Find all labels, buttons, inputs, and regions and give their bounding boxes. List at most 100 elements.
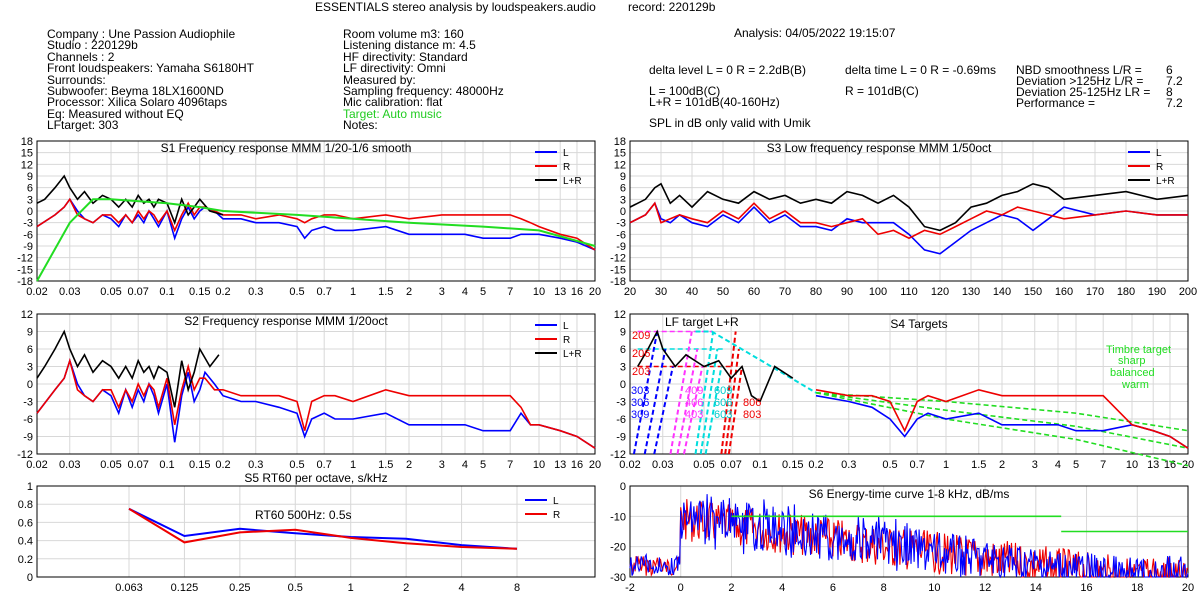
y-tick-label: -12 — [610, 253, 626, 265]
series-line-l — [36, 197, 596, 251]
info-lf-directivity: LF directivity: Omni — [343, 61, 446, 75]
info-surrounds: Surrounds: — [47, 73, 106, 87]
lf-target-label: LF target L+R — [665, 315, 739, 329]
y-tick-label: 3 — [27, 194, 33, 206]
y-tick-label: -6 — [616, 229, 626, 241]
x-tick-label: 0.1 — [752, 459, 767, 471]
lf-target-slope — [694, 331, 715, 455]
x-tick-label: 0.05 — [100, 286, 121, 298]
x-tick-label: 16 — [1080, 582, 1092, 594]
anno-803: 803 — [743, 409, 761, 421]
series-line-l — [128, 507, 518, 550]
info-processor: Processor: Xilica Solaro 4096taps — [47, 95, 228, 109]
x-tick-label: 3 — [439, 459, 445, 471]
y-tick-label: 12 — [614, 159, 626, 171]
y-tick-label: 6 — [620, 344, 626, 356]
y-tick-label: 12 — [21, 309, 33, 321]
legend-entry: R — [563, 162, 570, 173]
x-tick-label: 5 — [480, 459, 486, 471]
x-tick-label: 6 — [830, 582, 836, 594]
lf-target-slope — [632, 331, 659, 455]
x-tick-label: 0.3 — [248, 459, 263, 471]
x-tick-label: 0.3 — [248, 286, 263, 298]
anno-403: 403 — [685, 409, 703, 421]
y-tick-label: 0 — [27, 206, 33, 218]
series-line-lr — [629, 182, 1189, 232]
x-tick-label: 0.02 — [26, 459, 47, 471]
x-tick-label: 20 — [589, 286, 601, 298]
x-tick-label: 0.5 — [882, 459, 897, 471]
info-channels: Channels : 2 — [47, 50, 115, 64]
y-tick-label: -6 — [23, 414, 33, 426]
stat-delta-level: delta level L = 0 R = 2.2dB(B) — [649, 63, 806, 77]
y-tick-label: -9 — [616, 432, 626, 444]
x-tick-label: 3 — [439, 286, 445, 298]
y-tick-label: 0 — [620, 379, 626, 391]
x-tick-label: 2 — [403, 582, 409, 594]
analysis-date: Analysis: 04/05/2022 19:15:07 — [734, 26, 896, 40]
x-tick-label: 8 — [514, 582, 520, 594]
x-tick-label: 0.03 — [652, 459, 673, 471]
x-tick-label: 4 — [462, 286, 468, 298]
x-tick-label: 0.15 — [189, 286, 210, 298]
x-tick-label: 80 — [810, 286, 822, 298]
x-tick-label: 90 — [841, 286, 853, 298]
y-tick-label: -18 — [610, 276, 626, 288]
anno-206: 206 — [632, 348, 650, 360]
y-tick-label: 6 — [27, 183, 33, 195]
rt60-annotation: RT60 500Hz: 0.5s — [255, 508, 352, 522]
y-tick-label: 18 — [21, 136, 33, 148]
plot-frame — [36, 140, 596, 282]
series-line-lr — [36, 329, 220, 408]
lf-target-slope — [682, 366, 704, 455]
chart-s5: 1 0.8 0.6 0.4 0.2 0 0.063 0.125 0.25 0.5 1 2 4 8 S5 RT… — [18, 471, 596, 594]
x-tick-label: 20 — [1182, 582, 1194, 594]
x-tick-label: 8 — [881, 582, 887, 594]
lf-target-slope — [676, 348, 699, 455]
series-line-lr — [637, 329, 794, 403]
y-tick-label: -18 — [17, 276, 33, 288]
y-tick-label: -10 — [610, 511, 626, 523]
legend-entry: L — [553, 496, 559, 507]
y-tick-label: 0.6 — [18, 517, 33, 529]
x-tick-label: 20 — [589, 459, 601, 471]
info-subwoofer: Subwoofer: Beyma 18LX1600ND — [47, 84, 224, 98]
plot-frame — [629, 140, 1189, 282]
x-tick-label: 100 — [869, 286, 887, 298]
y-tick-label: 12 — [21, 159, 33, 171]
timbre-target-curve — [815, 391, 1189, 432]
x-tick-label: 1 — [350, 286, 356, 298]
x-tick-label: 4 — [459, 582, 465, 594]
y-tick-label: -12 — [610, 449, 626, 461]
x-tick-label: 1 — [348, 582, 354, 594]
series-line-r — [36, 357, 596, 449]
y-tick-label: 0 — [27, 379, 33, 391]
x-tick-label: 0.15 — [782, 459, 803, 471]
y-tick-label: 0 — [620, 206, 626, 218]
x-tick-label: 160 — [1055, 286, 1073, 298]
x-tick-label: 0.5 — [289, 459, 304, 471]
x-tick-label: 4 — [779, 582, 785, 594]
x-tick-label: 170 — [1086, 286, 1104, 298]
x-tick-label: 0.15 — [189, 459, 210, 471]
y-tick-label: -9 — [23, 241, 33, 253]
x-tick-label: 30 — [655, 286, 667, 298]
x-tick-label: 110 — [900, 286, 918, 298]
x-tick-label: 7 — [1100, 459, 1106, 471]
x-tick-label: 14 — [1030, 582, 1042, 594]
stat-perf-value: 7.2 — [1166, 96, 1183, 110]
timbre-balanced: balanced — [1110, 367, 1155, 379]
x-tick-label: 120 — [931, 286, 949, 298]
x-tick-label: 18 — [1131, 582, 1143, 594]
x-tick-label: 0.7 — [910, 459, 925, 471]
x-tick-label: 16 — [571, 286, 583, 298]
x-tick-label: 3 — [1032, 459, 1038, 471]
x-tick-label: -2 — [625, 582, 635, 594]
stat-nbd-label: NBD smoothness L/R = — [1016, 63, 1142, 77]
x-tick-label: 5 — [480, 286, 486, 298]
y-tick-label: 0.2 — [18, 554, 33, 566]
series-line-l — [36, 358, 596, 449]
anno-606: 606 — [714, 397, 732, 409]
etc-line-l — [629, 494, 1189, 579]
